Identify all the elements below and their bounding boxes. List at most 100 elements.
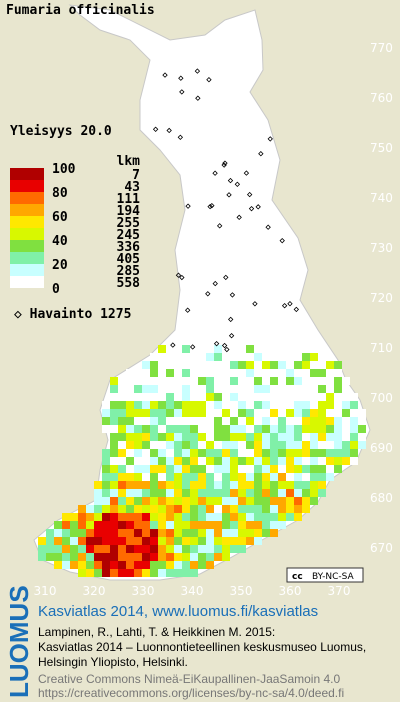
cell bbox=[198, 513, 206, 521]
cell bbox=[94, 553, 102, 561]
cell bbox=[198, 345, 206, 353]
cell bbox=[238, 449, 246, 457]
cell bbox=[126, 561, 134, 569]
y-grid-label: 680 bbox=[370, 491, 393, 505]
observation-marker bbox=[236, 214, 242, 221]
cell bbox=[174, 537, 182, 545]
cell bbox=[238, 433, 246, 441]
cell bbox=[222, 497, 230, 505]
cell bbox=[126, 529, 134, 537]
cell bbox=[198, 457, 206, 465]
cell bbox=[190, 401, 198, 409]
cell bbox=[254, 449, 262, 457]
cell bbox=[326, 433, 334, 441]
cell bbox=[182, 385, 190, 393]
cell bbox=[214, 473, 222, 481]
cell bbox=[102, 553, 110, 561]
cell bbox=[150, 361, 158, 369]
cell bbox=[334, 441, 342, 449]
legend-swatch bbox=[10, 228, 44, 240]
cell bbox=[102, 569, 110, 577]
cell bbox=[270, 385, 278, 393]
cell bbox=[214, 513, 222, 521]
cell bbox=[158, 505, 166, 513]
cell bbox=[350, 417, 358, 425]
cell bbox=[118, 553, 126, 561]
cell bbox=[54, 521, 62, 529]
cell bbox=[166, 457, 174, 465]
cell bbox=[182, 481, 190, 489]
cell bbox=[142, 449, 150, 457]
cell bbox=[294, 449, 302, 457]
cell bbox=[270, 465, 278, 473]
observation-marker bbox=[179, 89, 185, 95]
cell bbox=[142, 433, 150, 441]
cell bbox=[62, 553, 70, 561]
cell bbox=[102, 425, 110, 433]
cell bbox=[198, 505, 206, 513]
cell bbox=[190, 465, 198, 473]
cell bbox=[230, 409, 238, 417]
cell bbox=[270, 441, 278, 449]
cell bbox=[286, 497, 294, 505]
cell bbox=[102, 497, 110, 505]
cell bbox=[182, 417, 190, 425]
cell bbox=[270, 345, 278, 353]
cell bbox=[62, 545, 70, 553]
cell bbox=[206, 433, 214, 441]
cell bbox=[214, 457, 222, 465]
cell bbox=[238, 537, 246, 545]
cell bbox=[254, 393, 262, 401]
link: Kasviatlas 2014, www.luomus.fi/kasviatla… bbox=[38, 603, 318, 620]
cell bbox=[118, 473, 126, 481]
cell bbox=[302, 497, 310, 505]
cell bbox=[254, 369, 262, 377]
cell bbox=[166, 529, 174, 537]
observation-marker bbox=[226, 192, 232, 198]
cell bbox=[158, 513, 166, 521]
cell bbox=[118, 545, 126, 553]
cell bbox=[278, 417, 286, 425]
legend-count: 255 bbox=[117, 216, 140, 231]
cell bbox=[246, 489, 254, 497]
y-grid-label: 770 bbox=[370, 41, 393, 55]
cell bbox=[118, 561, 126, 569]
cell bbox=[310, 473, 318, 481]
observation-marker bbox=[248, 205, 255, 212]
cell bbox=[150, 561, 158, 569]
cell bbox=[262, 441, 270, 449]
cell bbox=[46, 553, 54, 561]
cell bbox=[262, 473, 270, 481]
cell bbox=[286, 489, 294, 497]
cell bbox=[110, 457, 118, 465]
cell bbox=[198, 433, 206, 441]
cell bbox=[238, 521, 246, 529]
cell bbox=[262, 433, 270, 441]
cell bbox=[174, 465, 182, 473]
cell bbox=[70, 561, 78, 569]
cell bbox=[262, 409, 270, 417]
cell bbox=[94, 537, 102, 545]
cell bbox=[174, 481, 182, 489]
cell bbox=[166, 569, 174, 577]
cell bbox=[110, 497, 118, 505]
cell bbox=[110, 553, 118, 561]
cell bbox=[230, 497, 238, 505]
cell bbox=[134, 545, 142, 553]
cell bbox=[214, 409, 222, 417]
cell bbox=[334, 377, 342, 385]
cell bbox=[230, 401, 238, 409]
cell bbox=[326, 409, 334, 417]
cell bbox=[302, 401, 310, 409]
cell bbox=[334, 417, 342, 425]
cell bbox=[46, 545, 54, 553]
cell bbox=[302, 393, 310, 401]
cell bbox=[206, 377, 214, 385]
cell bbox=[150, 393, 158, 401]
cell bbox=[118, 537, 126, 545]
observation-marker bbox=[281, 303, 288, 309]
cell bbox=[134, 449, 142, 457]
cell bbox=[302, 473, 310, 481]
cell bbox=[286, 393, 294, 401]
cell bbox=[270, 505, 278, 513]
